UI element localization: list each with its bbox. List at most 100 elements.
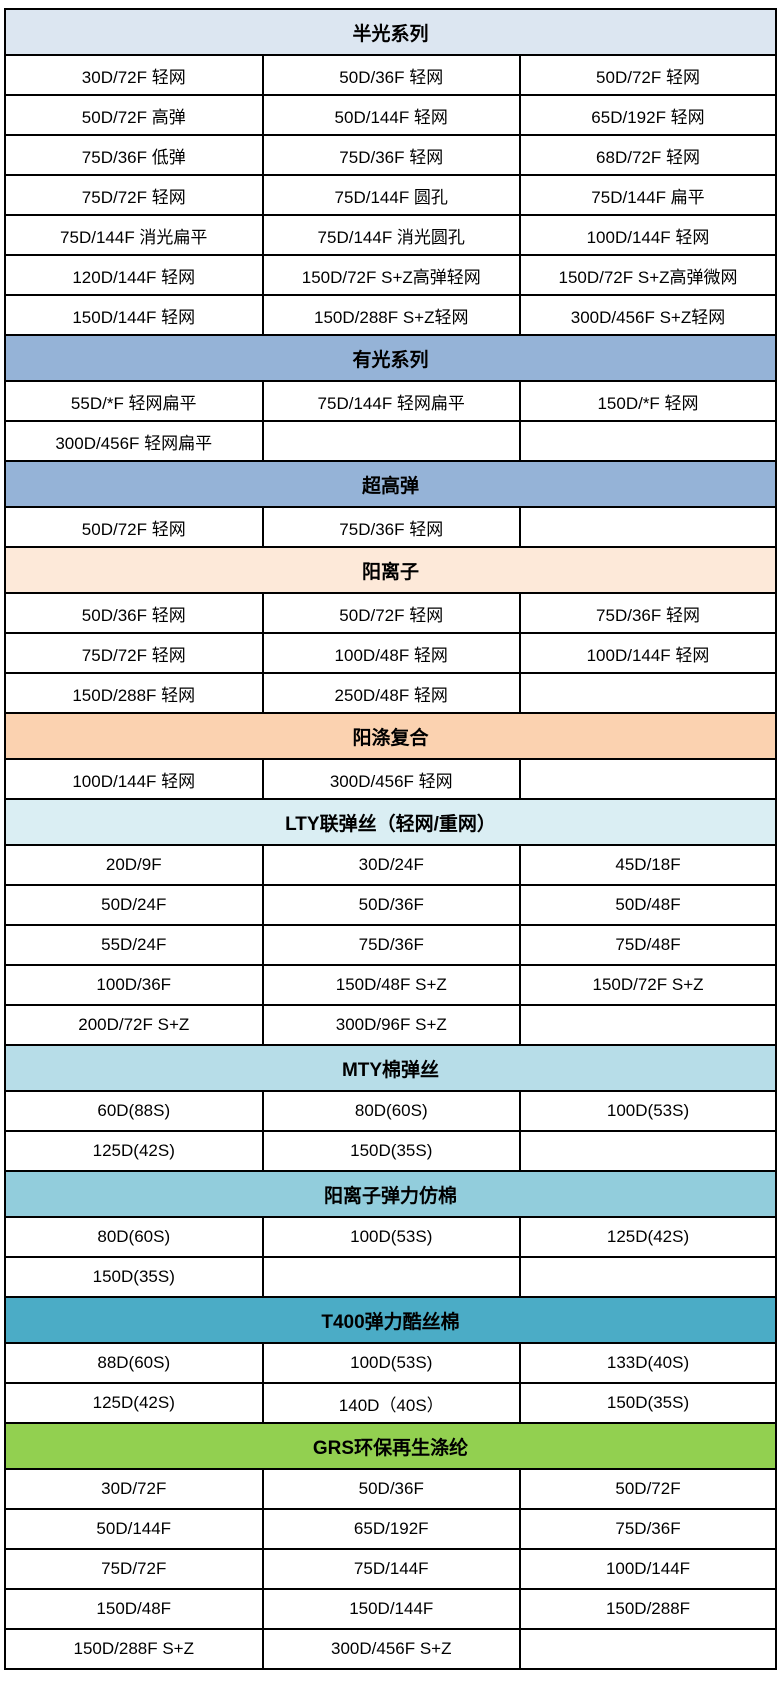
table-cell: 133D(40S) [519, 1342, 777, 1384]
table-cell: 75D/72F 轻网 [4, 632, 264, 674]
section-title: 阳离子弹力仿棉 [4, 1170, 777, 1218]
table-cell: 50D/24F [4, 884, 264, 926]
table-row: 100D/36F 150D/48F S+Z 150D/72F S+Z [4, 964, 777, 1006]
table-row: 80D(60S) 100D(53S) 125D(42S) [4, 1216, 777, 1258]
table-row: 30D/72F 50D/36F 50D/72F [4, 1468, 777, 1510]
section-title: T400弹力酷丝棉 [4, 1296, 777, 1344]
table-cell [519, 758, 777, 800]
table-cell: 75D/36F [261, 924, 521, 966]
table-cell: 80D(60S) [4, 1216, 264, 1258]
table-cell [519, 672, 777, 714]
table-cell: 150D/48F S+Z [261, 964, 521, 1006]
table-row: 150D/144F 轻网 150D/288F S+Z轻网 300D/456F S+Z… [4, 294, 777, 336]
table-cell: 50D/36F 轻网 [261, 54, 521, 96]
table-row: 75D/36F 低弹 75D/36F 轻网 68D/72F 轻网 [4, 134, 777, 176]
table-cell: 45D/18F [519, 844, 777, 886]
table-cell: 150D/72F S+Z [519, 964, 777, 1006]
table-cell: 75D/72F 轻网 [4, 174, 264, 216]
table-row: 20D/9F 30D/24F 45D/18F [4, 844, 777, 886]
section-title: 阳离子 [4, 546, 777, 594]
table-cell: 150D/288F 轻网 [4, 672, 264, 714]
section-header-row: GRS环保再生涤纶 [4, 1422, 777, 1470]
table-cell: 30D/72F 轻网 [4, 54, 264, 96]
product-spec-table: 半光系列 30D/72F 轻网 50D/36F 轻网 50D/72F 轻网 50D/72… [4, 8, 777, 1670]
table-cell: 50D/36F [261, 1468, 521, 1510]
table-cell: 100D(53S) [519, 1090, 777, 1132]
table-cell: 75D/144F 轻网扁平 [261, 380, 521, 422]
table-row: 150D/288F 轻网 250D/48F 轻网 [4, 672, 777, 714]
table-cell: 50D/72F [519, 1468, 777, 1510]
table-cell: 150D/144F [261, 1588, 521, 1630]
table-cell: 30D/72F [4, 1468, 264, 1510]
table-row: 150D/48F 150D/144F 150D/288F [4, 1588, 777, 1630]
table-cell: 100D/144F 轻网 [4, 758, 264, 800]
section-title: 阳涤复合 [4, 712, 777, 760]
table-cell: 150D(35S) [4, 1256, 264, 1298]
table-cell: 100D/36F [4, 964, 264, 1006]
table-row: 75D/72F 轻网 75D/144F 圆孔 75D/144F 扁平 [4, 174, 777, 216]
spec-table-body: 半光系列 30D/72F 轻网 50D/36F 轻网 50D/72F 轻网 50D/72… [4, 8, 777, 1670]
table-row: 150D/288F S+Z 300D/456F S+Z [4, 1628, 777, 1670]
table-cell: 200D/72F S+Z [4, 1004, 264, 1046]
table-cell: 20D/9F [4, 844, 264, 886]
section-header-row: T400弹力酷丝棉 [4, 1296, 777, 1344]
table-cell: 150D/288F [519, 1588, 777, 1630]
table-cell: 88D(60S) [4, 1342, 264, 1384]
table-cell [261, 1256, 521, 1298]
table-cell [519, 1628, 777, 1670]
table-row: 120D/144F 轻网 150D/72F S+Z高弹轻网 150D/72F S+Z… [4, 254, 777, 296]
table-cell: 100D(53S) [261, 1216, 521, 1258]
table-row: 75D/72F 轻网 100D/48F 轻网 100D/144F 轻网 [4, 632, 777, 674]
table-cell: 75D/36F 轻网 [261, 134, 521, 176]
table-row: 55D/24F 75D/36F 75D/48F [4, 924, 777, 966]
table-cell: 300D/456F S+Z轻网 [519, 294, 777, 336]
table-row: 88D(60S) 100D(53S) 133D(40S) [4, 1342, 777, 1384]
section-header-row: 阳离子 [4, 546, 777, 594]
table-cell: 125D(42S) [4, 1382, 264, 1424]
table-cell: 150D(35S) [519, 1382, 777, 1424]
section-title: 有光系列 [4, 334, 777, 382]
table-row: 50D/36F 轻网 50D/72F 轻网 75D/36F 轻网 [4, 592, 777, 634]
section-title: 半光系列 [4, 8, 777, 56]
table-cell: 150D/72F S+Z高弹轻网 [261, 254, 521, 296]
table-cell: 150D/72F S+Z高弹微网 [519, 254, 777, 296]
table-row: 50D/72F 轻网 75D/36F 轻网 [4, 506, 777, 548]
table-cell: 60D(88S) [4, 1090, 264, 1132]
table-cell: 75D/144F 圆孔 [261, 174, 521, 216]
table-cell [261, 420, 521, 462]
section-title: MTY棉弹丝 [4, 1044, 777, 1092]
table-row: 50D/72F 高弹 50D/144F 轻网 65D/192F 轻网 [4, 94, 777, 136]
table-cell [519, 506, 777, 548]
section-header-row: 超高弹 [4, 460, 777, 508]
table-cell [519, 1256, 777, 1298]
table-row: 60D(88S) 80D(60S) 100D(53S) [4, 1090, 777, 1132]
table-row: 125D(42S) 150D(35S) [4, 1130, 777, 1172]
table-row: 200D/72F S+Z 300D/96F S+Z [4, 1004, 777, 1046]
table-cell: 75D/144F 消光扁平 [4, 214, 264, 256]
section-header-row: MTY棉弹丝 [4, 1044, 777, 1092]
section-title: 超高弹 [4, 460, 777, 508]
table-row: 100D/144F 轻网 300D/456F 轻网 [4, 758, 777, 800]
table-cell: 75D/144F 扁平 [519, 174, 777, 216]
table-cell: 100D/48F 轻网 [261, 632, 521, 674]
table-row: 150D(35S) [4, 1256, 777, 1298]
table-cell: 150D(35S) [261, 1130, 521, 1172]
table-cell [519, 420, 777, 462]
section-header-row: 阳离子弹力仿棉 [4, 1170, 777, 1218]
table-row: 50D/24F 50D/36F 50D/48F [4, 884, 777, 926]
section-header-row: 阳涤复合 [4, 712, 777, 760]
table-cell: 65D/192F [261, 1508, 521, 1550]
table-cell: 150D/48F [4, 1588, 264, 1630]
table-cell: 150D/288F S+Z [4, 1628, 264, 1670]
table-cell: 50D/72F 轻网 [261, 592, 521, 634]
table-cell: 75D/144F 消光圆孔 [261, 214, 521, 256]
table-cell: 75D/36F 轻网 [261, 506, 521, 548]
table-cell: 50D/72F 轻网 [519, 54, 777, 96]
table-cell: 55D/*F 轻网扁平 [4, 380, 264, 422]
table-cell: 75D/144F [261, 1548, 521, 1590]
table-cell: 75D/36F [519, 1508, 777, 1550]
table-cell [519, 1004, 777, 1046]
table-cell: 55D/24F [4, 924, 264, 966]
section-header-row: 有光系列 [4, 334, 777, 382]
table-cell: 100D/144F 轻网 [519, 214, 777, 256]
